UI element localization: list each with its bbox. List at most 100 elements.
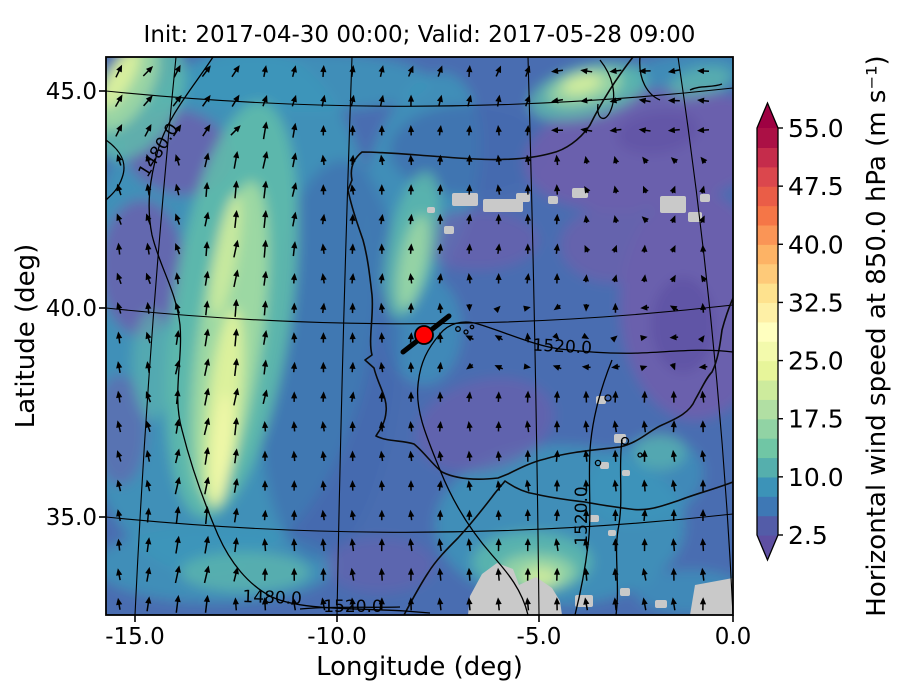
wind-arrow-head bbox=[174, 183, 181, 192]
wind-arrow-head bbox=[145, 596, 152, 604]
wind-arrow-head bbox=[290, 272, 298, 281]
wind-arrow-head bbox=[116, 361, 123, 369]
wind-arrow-head bbox=[613, 155, 620, 164]
wind-arrow-head bbox=[349, 538, 356, 546]
wind-arrow-head bbox=[524, 567, 531, 575]
wind-arrow-head bbox=[641, 509, 648, 517]
colorbar-segment bbox=[757, 515, 778, 536]
wind-arrow-head bbox=[553, 243, 560, 251]
wind-arrow-head bbox=[466, 94, 473, 103]
colorbar-tick-label: 40.0 bbox=[788, 230, 844, 259]
wind-arrow-head bbox=[638, 97, 647, 104]
wind-arrow-head bbox=[320, 421, 327, 429]
wind-arrow-head bbox=[204, 565, 211, 573]
wind-arrow-head bbox=[698, 215, 705, 224]
wind-arrow-head bbox=[378, 509, 385, 517]
wind-arrow-head bbox=[466, 450, 473, 458]
wind-arrow-head bbox=[669, 244, 676, 253]
wind-arrow-head bbox=[203, 152, 210, 161]
wind-arrow-head bbox=[174, 506, 181, 514]
coastlines bbox=[347, 57, 733, 615]
wind-arrow-head bbox=[320, 538, 327, 546]
colorbar-tick-label: 2.5 bbox=[788, 521, 828, 550]
wind-arrow-head bbox=[466, 509, 473, 517]
wind-arrow-head bbox=[349, 184, 356, 192]
wind-arrow-head bbox=[145, 331, 152, 340]
wind-arrow-head bbox=[524, 65, 531, 73]
wind-arrow-head bbox=[291, 241, 298, 249]
wind-arrow-head bbox=[553, 390, 561, 398]
wind-arrow-head bbox=[612, 538, 619, 546]
wind-arrow-head bbox=[116, 154, 123, 162]
wind-arrow-head bbox=[408, 420, 415, 429]
wind-arrow-head bbox=[437, 597, 444, 605]
wind-arrow-head bbox=[204, 417, 211, 426]
wind-arrow-head bbox=[232, 448, 239, 456]
wind-arrow-head bbox=[349, 597, 356, 605]
wind-arrow-head bbox=[408, 509, 415, 518]
wind-arrow-head bbox=[700, 302, 707, 311]
colorbar-tick-label: 55.0 bbox=[788, 114, 844, 143]
wind-arrow-head bbox=[262, 239, 269, 247]
wind-arrow-head bbox=[697, 97, 705, 104]
wind-arrow-head bbox=[203, 181, 210, 190]
wind-arrow-head bbox=[495, 391, 502, 399]
wind-arrow-head bbox=[378, 302, 386, 310]
wind-arrow-head bbox=[638, 67, 646, 75]
wind-arrow-head bbox=[698, 363, 706, 370]
wind-arrow-head bbox=[174, 95, 182, 103]
wind-arrow-head bbox=[697, 67, 705, 75]
wind-arrow-head bbox=[641, 216, 649, 224]
wind-arrow-head bbox=[174, 154, 181, 162]
wind-arrow-head bbox=[145, 537, 152, 545]
wind-arrow-head bbox=[495, 480, 502, 488]
wind-arrow-head bbox=[495, 65, 502, 74]
graticule bbox=[106, 57, 733, 615]
wind-arrow-head bbox=[436, 243, 444, 251]
station-marker bbox=[400, 313, 452, 355]
wind-arrow-head bbox=[669, 274, 676, 283]
wind-arrow-head bbox=[174, 64, 181, 73]
wind-arrow-head bbox=[524, 509, 531, 517]
wind-arrow-head bbox=[553, 272, 561, 281]
wind-arrow-head bbox=[320, 391, 327, 399]
wind-arrow-head bbox=[116, 331, 123, 339]
wind-arrow-head bbox=[494, 335, 503, 342]
wind-arrow-head bbox=[553, 567, 561, 575]
y-tick-label: 40.0 bbox=[46, 296, 97, 322]
wind-arrow-head bbox=[378, 273, 385, 281]
wind-arrow-head bbox=[641, 449, 648, 457]
wind-arrow-head bbox=[700, 449, 707, 458]
marker-dot bbox=[414, 325, 434, 345]
tick-labels: -15.0 -10.0 -5.0 0.0 45.0 40.0 35.0 bbox=[46, 79, 752, 650]
wind-arrow-head bbox=[203, 594, 210, 603]
wind-arrow-head bbox=[116, 450, 123, 458]
wind-arrow-head bbox=[670, 509, 677, 517]
wind-arrow-head bbox=[174, 243, 181, 251]
wind-arrow-head bbox=[437, 302, 444, 310]
wind-arrow-head bbox=[495, 94, 502, 103]
wind-arrow-head bbox=[116, 479, 123, 488]
wind-arrow-head bbox=[145, 183, 152, 191]
wind-arrow-head bbox=[349, 480, 356, 488]
colorbar-segment bbox=[757, 244, 778, 265]
wind-arrow-head bbox=[116, 302, 123, 310]
wind-arrow-head bbox=[524, 420, 532, 428]
wind-arrow-head bbox=[553, 449, 560, 458]
wind-arrow-head bbox=[670, 157, 679, 165]
wind-arrow-head bbox=[261, 359, 269, 367]
wind-arrow-head bbox=[174, 124, 182, 132]
wind-arrow-head bbox=[378, 391, 385, 399]
wind-arrow-head bbox=[232, 358, 240, 366]
x-axis-label: Longitude (deg) bbox=[316, 652, 523, 682]
wind-arrow-head bbox=[349, 509, 356, 518]
wind-arrow-head bbox=[349, 302, 356, 310]
wind-arrow-head bbox=[320, 243, 327, 251]
wind-arrow-head bbox=[291, 122, 298, 131]
x-tick-label: -5.0 bbox=[517, 624, 562, 650]
wind-arrow-head bbox=[349, 243, 356, 251]
wind-arrow-head bbox=[437, 509, 444, 517]
colorbar: 55.0 47.5 40.0 32.5 25.0 17.5 10.0 2.5 bbox=[756, 101, 844, 562]
wind-arrow-head bbox=[436, 184, 444, 192]
